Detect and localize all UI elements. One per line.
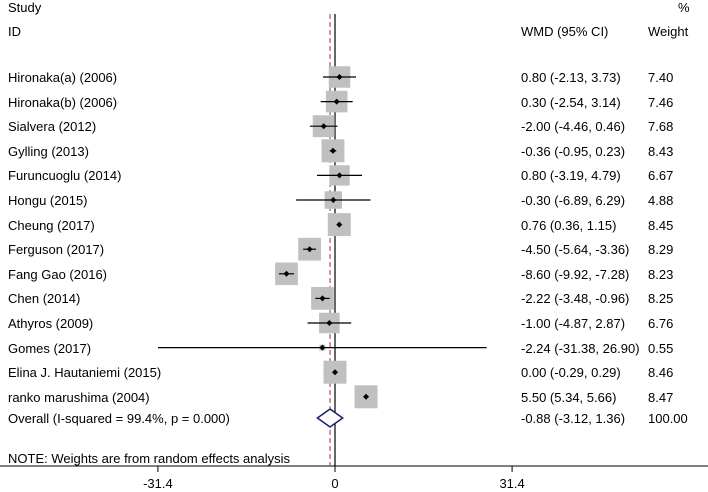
- study-weight: 8.25: [648, 291, 674, 307]
- header-study: Study: [8, 0, 42, 15]
- overall-weight: 100.00: [648, 411, 688, 426]
- study-ci: -4.50 (-5.64, -3.36): [521, 242, 630, 258]
- study-weight: 8.23: [648, 266, 674, 282]
- study-id: Cheung (2017): [8, 217, 95, 233]
- study-ci: 0.80 (-3.19, 4.79): [521, 168, 621, 184]
- study-id: Fang Gao (2016): [8, 266, 108, 282]
- point-estimate: [336, 172, 343, 179]
- point-estimate: [319, 344, 326, 351]
- point-estimate: [330, 197, 337, 203]
- study-id: Gomes (2017): [8, 340, 92, 356]
- study-ci: -1.00 (-4.87, 2.87): [521, 316, 626, 331]
- point-estimate: [336, 221, 343, 228]
- study-weight: 8.43: [648, 143, 674, 159]
- study-weight: 0.55: [648, 340, 674, 356]
- study-ci: -2.00 (-4.46, 0.46): [521, 119, 626, 135]
- study-ci: 0.00 (-0.29, 0.29): [521, 365, 621, 381]
- footnote: NOTE: Weights are from random effects an…: [8, 451, 291, 466]
- study-id: Sialvera (2012): [8, 119, 97, 135]
- overall-ci: -0.88 (-3.12, 1.36): [521, 411, 626, 426]
- study-ci: -0.30 (-6.89, 6.29): [521, 193, 626, 208]
- study-weight: 4.88: [648, 193, 674, 208]
- header-id: ID: [8, 24, 21, 39]
- point-estimate: [332, 369, 338, 376]
- study-id: Athyros (2009): [8, 316, 94, 331]
- header-wmd: WMD (95% CI): [521, 24, 609, 39]
- study-weight: 8.29: [648, 242, 674, 258]
- x-tick-label: 31.4: [499, 476, 525, 491]
- point-estimate: [320, 123, 327, 130]
- study-id: Hironaka(b) (2006): [8, 94, 118, 110]
- study-ci: -2.24 (-31.38, 26.90): [521, 340, 640, 356]
- study-id: Ferguson (2017): [8, 242, 105, 258]
- point-estimate: [336, 74, 343, 80]
- overall-id: Overall (I-squared = 99.4%, p = 0.000): [8, 411, 230, 426]
- study-id: Chen (2014): [8, 291, 81, 307]
- x-tick-label: -31.4: [143, 476, 173, 491]
- study-weight: 8.46: [648, 365, 674, 381]
- header-weight: Weight: [648, 24, 689, 39]
- study-id: Furuncuoglu (2014): [8, 168, 122, 184]
- study-weight: 8.47: [648, 389, 674, 405]
- study-ci: 0.80 (-2.13, 3.73): [521, 70, 621, 85]
- study-ci: -2.22 (-3.48, -0.96): [521, 291, 630, 307]
- study-weight: 7.46: [648, 94, 674, 110]
- study-weight: 6.76: [648, 316, 674, 331]
- point-estimate: [326, 320, 333, 326]
- study-id: Hongu (2015): [8, 193, 88, 208]
- study-id: ranko marushima (2004): [8, 389, 150, 405]
- study-id: Gylling (2013): [8, 143, 89, 159]
- study-id: Hironaka(a) (2006): [8, 70, 118, 85]
- x-tick-label: 0: [331, 476, 339, 491]
- study-ci: 0.76 (0.36, 1.15): [521, 217, 617, 233]
- point-estimate: [306, 246, 313, 253]
- study-weight: 6.67: [648, 168, 674, 184]
- study-ci: -0.36 (-0.95, 0.23): [521, 143, 626, 159]
- study-ci: 5.50 (5.34, 5.66): [521, 389, 617, 405]
- study-ci: -8.60 (-9.92, -7.28): [521, 266, 630, 282]
- study-weight: 7.40: [648, 70, 674, 85]
- header-percent: %: [678, 0, 690, 15]
- overall-diamond: [316, 408, 344, 428]
- point-estimate: [333, 98, 340, 105]
- point-estimate: [363, 393, 370, 400]
- study-weight: 7.68: [648, 119, 674, 135]
- study-weight: 8.45: [648, 217, 674, 233]
- point-estimate: [319, 295, 326, 302]
- point-estimate: [283, 270, 290, 277]
- point-estimate: [329, 147, 336, 154]
- study-ci: 0.30 (-2.54, 3.14): [521, 94, 621, 110]
- study-id: Elina J. Hautaniemi (2015): [8, 365, 162, 381]
